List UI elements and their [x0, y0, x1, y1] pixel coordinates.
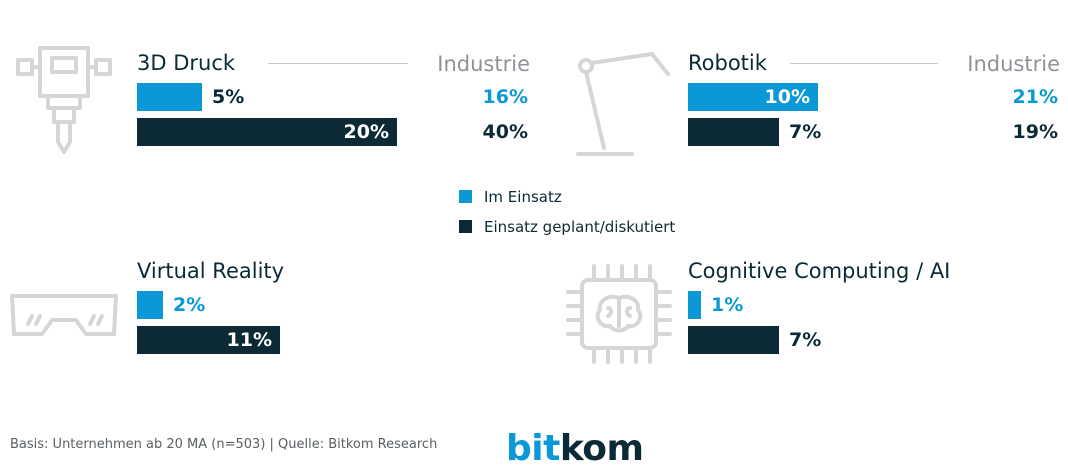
panel-title-robotik: Robotik — [688, 51, 767, 75]
industry-label: Industrie — [967, 52, 1060, 76]
source-note: Basis: Unternehmen ab 20 MA (n=503) | Qu… — [10, 437, 438, 452]
bar-value-label: 1% — [711, 294, 744, 316]
bar-im-einsatz — [137, 83, 202, 111]
bar-value-label: 7% — [789, 121, 822, 143]
legend-item-im-einsatz: Im Einsatz — [459, 188, 562, 206]
panel-title-virtual-reality: Virtual Reality — [137, 259, 285, 283]
bar-value-label: 11% — [226, 329, 272, 351]
industry-value-im-einsatz: 16% — [482, 86, 528, 108]
divider-rule — [268, 63, 408, 64]
panel-title-cognitive-computing: Cognitive Computing / AI — [688, 259, 951, 283]
bar-row-geplant: 11% — [137, 326, 437, 354]
legend-label: Im Einsatz — [484, 188, 562, 206]
legend-item-geplant: Einsatz geplant/diskutiert — [459, 218, 675, 236]
bar-value-label: 7% — [789, 329, 822, 351]
divider-rule — [790, 63, 938, 64]
bar-value-label: 20% — [343, 121, 389, 143]
bar-row-geplant: 7% — [688, 326, 988, 354]
bar-geplant — [688, 118, 779, 146]
logo-part-bit: bit — [506, 428, 560, 469]
ai-chip-icon — [564, 262, 674, 366]
bar-row-im-einsatz: 2% — [137, 291, 437, 319]
bar-geplant — [137, 326, 280, 354]
bar-value-label: 2% — [173, 294, 206, 316]
bar-value-label: 5% — [212, 86, 245, 108]
legend-swatch-blue — [459, 190, 472, 203]
bar-row-im-einsatz: 5% — [137, 83, 537, 111]
bar-im-einsatz — [137, 291, 163, 319]
logo-part-kom: kom — [559, 428, 644, 469]
bar-row-geplant: 7% — [688, 118, 988, 146]
vr-goggles-icon — [10, 290, 118, 344]
legend-label: Einsatz geplant/diskutiert — [484, 218, 676, 236]
industry-value-im-einsatz: 21% — [1012, 86, 1058, 108]
bitkom-logo: bitkom — [506, 428, 644, 469]
panel-title-3d-druck: 3D Druck — [137, 51, 236, 75]
bar-im-einsatz — [688, 291, 701, 319]
industry-value-geplant: 40% — [482, 121, 528, 143]
legend-swatch-dark — [459, 220, 472, 233]
bar-geplant — [688, 326, 779, 354]
bar-value-label: 10% — [764, 86, 810, 108]
bar-row-geplant: 20% — [137, 118, 537, 146]
bar-im-einsatz — [688, 83, 818, 111]
bar-geplant — [137, 118, 397, 146]
robot-arm-icon — [572, 48, 672, 160]
jackhammer-icon — [14, 44, 114, 156]
industry-label: Industrie — [437, 52, 530, 76]
industry-value-geplant: 19% — [1012, 121, 1058, 143]
bar-row-im-einsatz: 1% — [688, 291, 988, 319]
bar-row-im-einsatz: 10% — [688, 83, 988, 111]
